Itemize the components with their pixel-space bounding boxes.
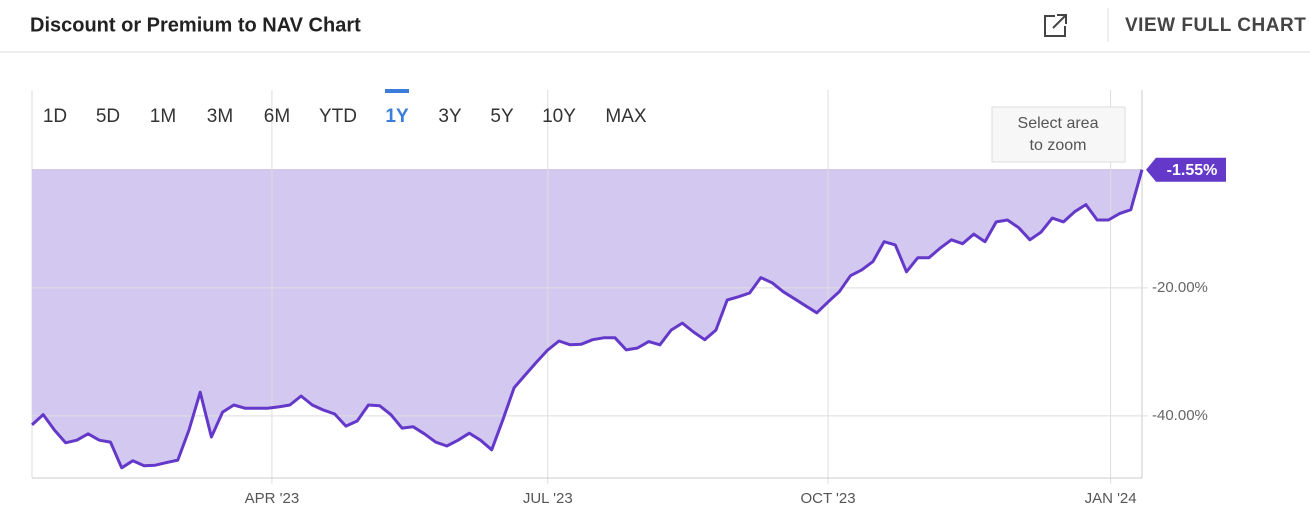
zoom-hint: Select area (1018, 115, 1099, 132)
range-button[interactable]: 10Y (542, 106, 576, 127)
controls: 1D 5D 1M 3M 6M YTD 1Y 3Y 5Y 10Y MAX Select area to z… (43, 89, 1126, 163)
range-selected-bar (385, 89, 409, 93)
area-fill (32, 169, 1142, 468)
range-button[interactable]: 5Y (490, 106, 514, 127)
range-button[interactable]: YTD (319, 106, 357, 127)
range-button[interactable]: 3M (207, 106, 233, 127)
range-button[interactable]: 1M (150, 106, 176, 127)
zoom-hint-box (991, 106, 1126, 163)
range-button[interactable]: 6M (264, 106, 290, 127)
icon-box (1044, 15, 1066, 37)
range-button[interactable]: 3Y (438, 106, 462, 127)
range-button[interactable]: 1Y (385, 106, 409, 127)
x-tick-label: JUL '23 (523, 490, 573, 507)
view-full-chart[interactable]: VIEW FULL CHART (1125, 15, 1306, 36)
line (30, 169, 1144, 470)
x-tick-label: OCT '23 (801, 490, 856, 507)
x-tick-label: APR '23 (245, 490, 300, 507)
icon-arrow (1052, 14, 1067, 29)
range-button[interactable]: 5D (96, 106, 120, 127)
x-tick-label: JAN '24 (1085, 490, 1137, 507)
range-button[interactable]: MAX (605, 106, 647, 127)
y-tick-label: -20.00% (1152, 279, 1208, 296)
value-label: -1.55% (1167, 162, 1218, 179)
range-button[interactable]: 1D (43, 106, 67, 127)
chart-title: Discount or Premium to NAV Chart (30, 14, 361, 36)
value-badge (1146, 157, 1226, 182)
open-icon[interactable] (1044, 14, 1067, 37)
y-tick-label: -40.00% (1152, 407, 1208, 424)
zoom-hint: to zoom (1030, 137, 1087, 154)
